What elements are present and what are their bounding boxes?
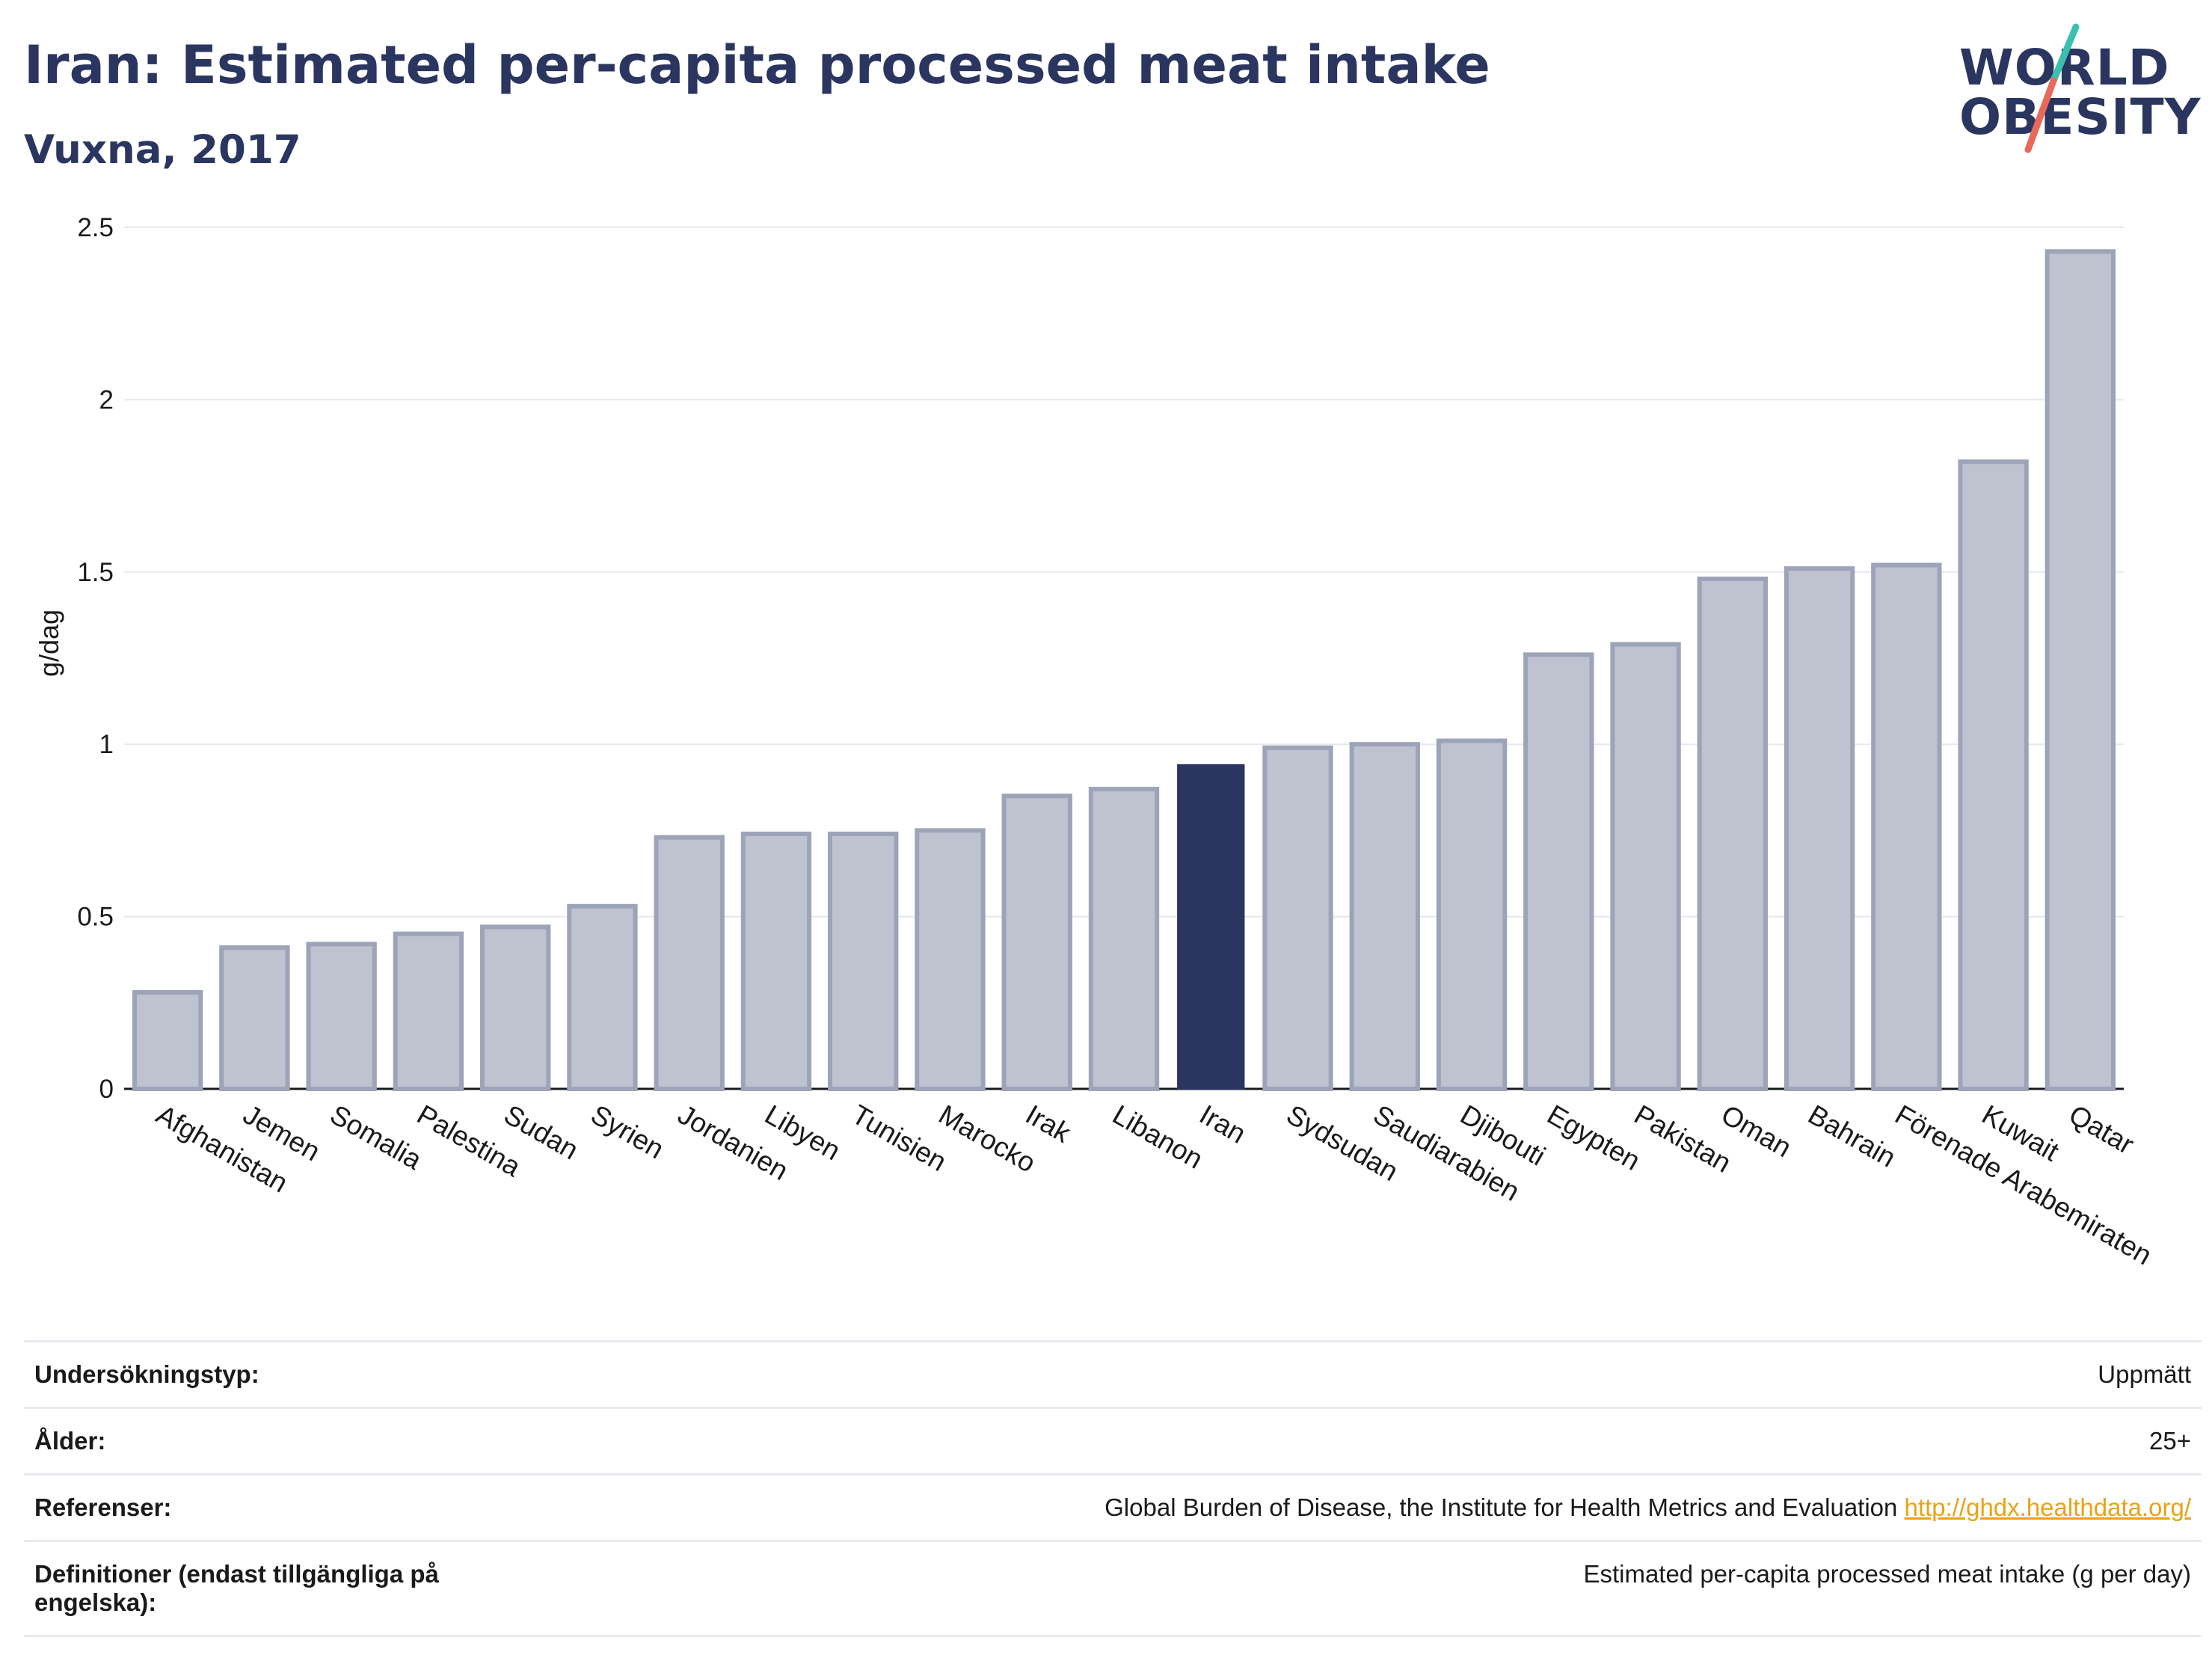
- bar-libanon: [1088, 787, 1160, 1091]
- bar-egypten: [1523, 652, 1594, 1091]
- info-label: Referenser:: [24, 1473, 523, 1542]
- reference-link[interactable]: http://ghdx.healthdata.org/: [1904, 1493, 2191, 1521]
- x-tick-label: Qatar: [2064, 1099, 2139, 1160]
- y-tick-label: 1: [99, 730, 114, 759]
- bar-oman: [1697, 577, 1769, 1091]
- bar-marocko: [915, 828, 986, 1092]
- x-tick-label: Pakistan: [1629, 1099, 1736, 1178]
- y-tick-label: 1.5: [77, 558, 114, 587]
- bar-irak: [1001, 793, 1072, 1091]
- info-label: Ålder:: [24, 1407, 523, 1476]
- info-row: Referenser: Global Burden of Disease, th…: [24, 1473, 2202, 1542]
- x-tick-label: Saudiarabien: [1368, 1099, 1525, 1207]
- x-tick-label: Bahrain: [1803, 1099, 1901, 1173]
- y-tick-label: 0.5: [77, 903, 114, 932]
- bar-afghanistan: [132, 989, 203, 1091]
- x-tick-label: Libanon: [1107, 1099, 1208, 1174]
- info-value: 25+: [523, 1407, 2202, 1476]
- x-tick-label: Egypten: [1542, 1099, 1645, 1176]
- chart-subtitle: Vuxna, 2017: [24, 127, 301, 173]
- info-value: Estimated per-capita processed meat inta…: [523, 1540, 2202, 1637]
- bar-libyen: [740, 832, 812, 1091]
- world-obesity-logo: WORLD OBESITY: [1959, 21, 2202, 156]
- bar-sudan: [479, 924, 551, 1092]
- info-label: Undersökningstyp:: [24, 1340, 523, 1409]
- bar-sydsudan: [1262, 745, 1333, 1091]
- info-row: Undersökningstyp: Uppmätt: [24, 1340, 2202, 1409]
- logo-slash-icon: [2024, 23, 2080, 153]
- bar-djibouti: [1436, 738, 1508, 1091]
- bar-jordanien: [654, 835, 725, 1092]
- bar-saudiarabien: [1349, 742, 1420, 1091]
- bar-iran: [1177, 764, 1245, 1090]
- y-tick-label: 2.5: [77, 213, 114, 242]
- bar-kuwait: [1958, 459, 2029, 1091]
- bar-bahrain: [1784, 566, 1855, 1091]
- x-tick-label: Irak: [1021, 1099, 1076, 1149]
- info-table: Undersökningstyp: Uppmätt Ålder: 25+ Ref…: [24, 1340, 2202, 1637]
- bar-tunisien: [828, 832, 899, 1091]
- bar-palestina: [393, 931, 464, 1092]
- bars: [132, 249, 2116, 1092]
- x-tick-label: Syrien: [586, 1099, 669, 1164]
- info-value: Global Burden of Disease, the Institute …: [523, 1473, 2202, 1542]
- reference-text: Global Burden of Disease, the Institute …: [1105, 1493, 1905, 1521]
- x-tick-label: Somalia: [325, 1099, 428, 1176]
- bar-pakistan: [1610, 642, 1681, 1091]
- bar-somalia: [306, 942, 377, 1091]
- y-axis-ticks: 0 0.5 1 1.5 2 2.5: [77, 213, 114, 1104]
- info-value: Uppmätt: [523, 1340, 2202, 1409]
- bar-förenade-arabemiraten: [1871, 562, 1942, 1091]
- bar-qatar: [2044, 249, 2116, 1092]
- x-tick-label: Iran: [1194, 1099, 1251, 1149]
- info-row: Definitioner (endast tillgängliga på eng…: [24, 1540, 2202, 1637]
- y-axis-label: g/dag: [34, 610, 64, 677]
- chart-title: Iran: Estimated per-capita processed mea…: [24, 34, 1490, 96]
- x-tick-label: Tunisien: [847, 1099, 951, 1177]
- info-label: Definitioner (endast tillgängliga på eng…: [24, 1540, 523, 1637]
- y-tick-label: 2: [99, 385, 114, 414]
- info-row: Ålder: 25+: [24, 1407, 2202, 1476]
- x-tick-label: Marocko: [933, 1099, 1040, 1178]
- logo-text-obesity: OBESITY: [1959, 88, 2202, 146]
- bar-jemen: [219, 945, 290, 1092]
- bar-syrien: [567, 903, 638, 1091]
- y-tick-label: 0: [99, 1075, 114, 1104]
